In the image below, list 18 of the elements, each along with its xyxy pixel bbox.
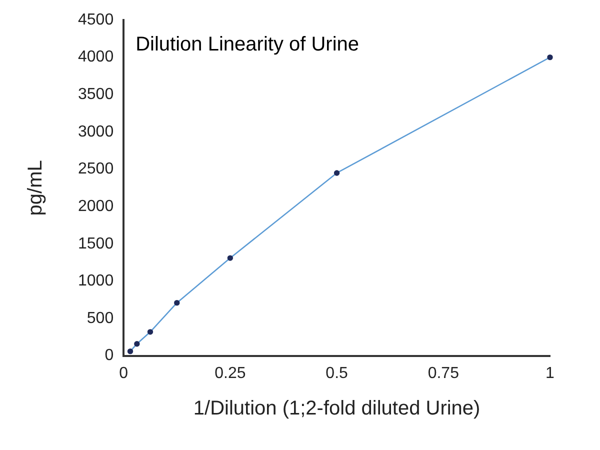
y-tick-label: 3000 xyxy=(78,123,114,140)
y-tick-label: 1000 xyxy=(78,272,114,290)
y-tick-label: 2000 xyxy=(78,198,114,215)
x-axis-title: 1/Dilution (1;2-fold diluted Urine) xyxy=(193,398,480,420)
y-tick-label: 2500 xyxy=(78,160,114,178)
x-tick-label: 0.75 xyxy=(428,364,460,382)
y-tick-label: 0 xyxy=(104,347,114,364)
y-tick-label: 3500 xyxy=(78,86,114,104)
y-tick-label: 4500 xyxy=(78,11,114,28)
x-tick-label: 0.5 xyxy=(326,364,348,382)
x-tick-label: 0 xyxy=(119,364,128,382)
y-tick-label: 500 xyxy=(86,310,114,327)
y-tick-label: 4000 xyxy=(78,48,114,66)
x-tick-label: 1 xyxy=(546,364,555,382)
text: Dilution Linearity of Urine xyxy=(136,34,360,56)
x-tick-label: 0.25 xyxy=(214,364,246,382)
y-axis-title: pg/mL xyxy=(24,160,47,216)
y-tick-label: 1500 xyxy=(78,235,114,252)
